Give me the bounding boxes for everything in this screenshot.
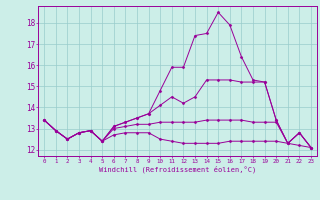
- X-axis label: Windchill (Refroidissement éolien,°C): Windchill (Refroidissement éolien,°C): [99, 166, 256, 173]
